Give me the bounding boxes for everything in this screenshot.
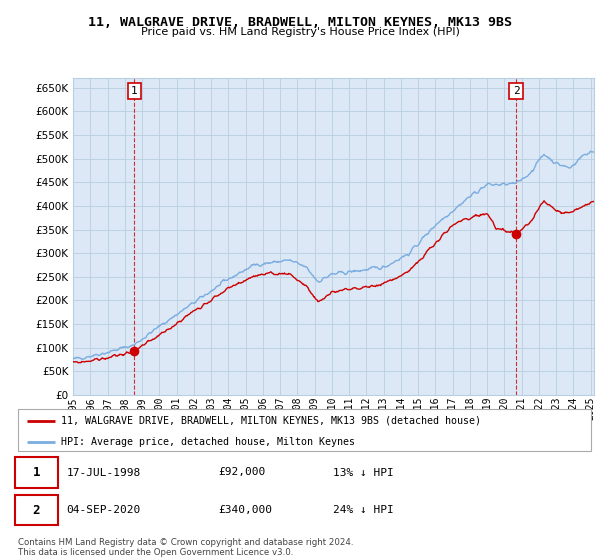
FancyBboxPatch shape: [15, 458, 58, 488]
Text: 11, WALGRAVE DRIVE, BRADWELL, MILTON KEYNES, MK13 9BS (detached house): 11, WALGRAVE DRIVE, BRADWELL, MILTON KEY…: [61, 416, 481, 426]
Text: Contains HM Land Registry data © Crown copyright and database right 2024.
This d: Contains HM Land Registry data © Crown c…: [18, 538, 353, 557]
Text: 2: 2: [512, 86, 520, 96]
Text: Price paid vs. HM Land Registry's House Price Index (HPI): Price paid vs. HM Land Registry's House …: [140, 27, 460, 37]
Text: 17-JUL-1998: 17-JUL-1998: [67, 468, 141, 478]
Text: 11, WALGRAVE DRIVE, BRADWELL, MILTON KEYNES, MK13 9BS: 11, WALGRAVE DRIVE, BRADWELL, MILTON KEY…: [88, 16, 512, 29]
Text: HPI: Average price, detached house, Milton Keynes: HPI: Average price, detached house, Milt…: [61, 437, 355, 446]
Text: £92,000: £92,000: [218, 468, 266, 478]
Text: 04-SEP-2020: 04-SEP-2020: [67, 505, 141, 515]
Text: 13% ↓ HPI: 13% ↓ HPI: [333, 468, 394, 478]
Text: 1: 1: [131, 86, 137, 96]
FancyBboxPatch shape: [15, 495, 58, 525]
Text: 24% ↓ HPI: 24% ↓ HPI: [333, 505, 394, 515]
Text: 1: 1: [32, 466, 40, 479]
Text: 2: 2: [32, 504, 40, 517]
Text: £340,000: £340,000: [218, 505, 272, 515]
